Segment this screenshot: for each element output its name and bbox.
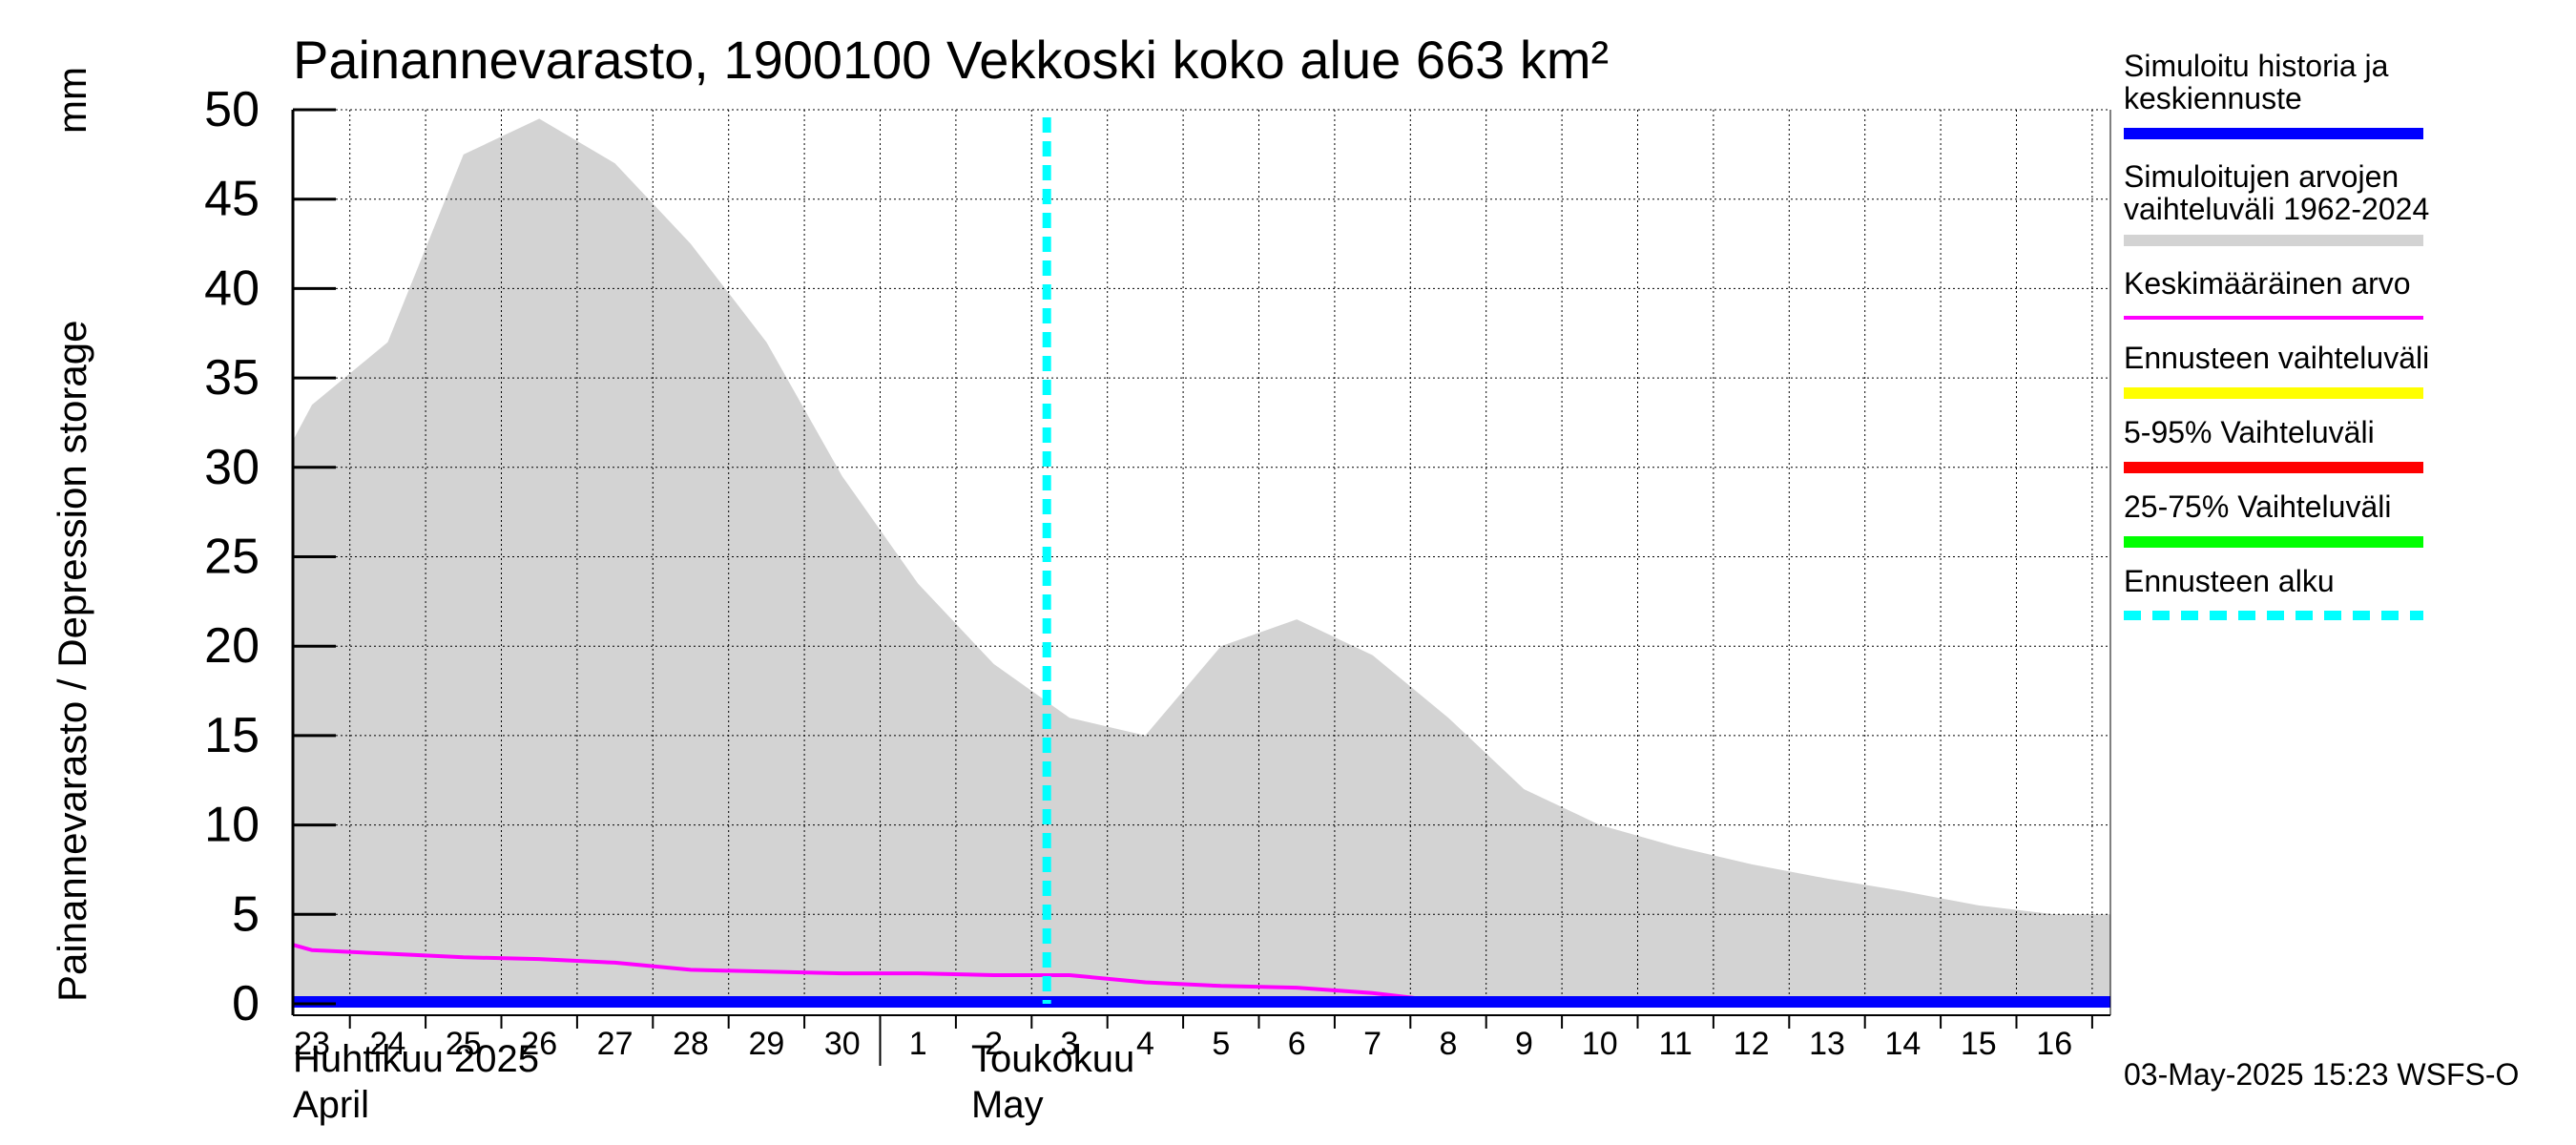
x-tick-label: 13	[1809, 1026, 1845, 1062]
x-tick-label: 1	[909, 1026, 927, 1062]
x-tick-label: 6	[1288, 1026, 1306, 1062]
x-tick-label: 2	[985, 1026, 1003, 1062]
x-tick-label: 29	[748, 1026, 784, 1062]
legend-item-mean: Keskimääräinen arvo	[2124, 266, 2572, 320]
x-tick-label: 27	[597, 1026, 634, 1062]
x-tick-label: 26	[521, 1026, 557, 1062]
legend-label: 5-95% Vaihteluväli	[2124, 415, 2375, 449]
legend-label: 25-75% Vaihteluväli	[2124, 489, 2392, 524]
y-tick-label: 0	[232, 976, 260, 1031]
x-tick-label: 25	[446, 1026, 482, 1062]
y-tick-label: 30	[204, 440, 260, 495]
month-label-may-en: May	[971, 1084, 1044, 1126]
x-tick-label: 8	[1440, 1026, 1458, 1062]
legend-label: Ennusteen vaihteluväli	[2124, 341, 2430, 375]
y-axis-unit: mm	[50, 67, 94, 134]
legend-swatch-green	[2124, 536, 2423, 548]
legend-swatch-magenta	[2124, 316, 2423, 320]
x-tick-label: 7	[1363, 1026, 1381, 1062]
legend-swatch-cyan-dashed	[2124, 611, 2423, 620]
legend-swatch-blue	[2124, 128, 2423, 139]
y-tick-label: 35	[204, 350, 260, 406]
y-axis-label: Painannevarasto / Depression storage	[50, 320, 94, 1002]
y-tick-label: 45	[204, 172, 260, 227]
x-tick-label: 5	[1212, 1026, 1230, 1062]
x-tick-label: 30	[824, 1026, 861, 1062]
legend-item-forecast-range: Ennusteen vaihteluväli	[2124, 341, 2572, 399]
x-tick-label: 28	[673, 1026, 709, 1062]
x-tick-label: 4	[1136, 1026, 1154, 1062]
range-area-1962-2024	[293, 118, 2110, 1004]
y-tick-label: 5	[232, 886, 260, 942]
x-tick-label: 9	[1515, 1026, 1533, 1062]
x-tick-label: 16	[2036, 1026, 2072, 1062]
legend-item-25-75: 25-75% Vaihteluväli	[2124, 489, 2572, 548]
chart-title: Painannevarasto, 1900100 Vekkoski koko a…	[293, 30, 1610, 90]
legend-swatch-yellow	[2124, 387, 2423, 399]
x-tick-label: 24	[369, 1026, 405, 1062]
month-label-april-fi: Huhtikuu 2025	[293, 1038, 539, 1080]
x-tick-label: 15	[1961, 1026, 1997, 1062]
y-tick-label: 20	[204, 618, 260, 674]
legend-swatch-red	[2124, 462, 2423, 473]
y-tick-label: 50	[204, 82, 260, 137]
y-tick-label: 15	[204, 708, 260, 763]
legend-item-simulated-history: Simuloitu historia ja keskiennuste	[2124, 49, 2572, 139]
x-tick-label: 11	[1659, 1026, 1693, 1062]
month-label-april-en: April	[293, 1084, 370, 1126]
y-tick-label: 25	[204, 530, 260, 585]
x-tick-label: 12	[1734, 1026, 1770, 1062]
legend-item-forecast-start: Ennusteen alku	[2124, 564, 2572, 620]
timestamp: 03-May-2025 15:23 WSFS-O	[2124, 1057, 2520, 1092]
legend-swatch-grey	[2124, 235, 2423, 246]
x-tick-label: 23	[294, 1026, 330, 1062]
legend-label: Keskimääräinen arvo	[2124, 266, 2411, 301]
x-tick-label: 10	[1582, 1026, 1618, 1062]
legend-label: Ennusteen alku	[2124, 564, 2335, 598]
legend-label: Simuloitu historia ja keskiennuste	[2124, 49, 2389, 115]
legend-item-5-95: 5-95% Vaihteluväli	[2124, 415, 2572, 473]
month-label-may-fi: Toukokuu	[971, 1038, 1135, 1080]
legend-item-range-1962-2024: Simuloitujen arvojen vaihteluväli 1962-2…	[2124, 159, 2572, 246]
legend-label: Simuloitujen arvojen vaihteluväli 1962-2…	[2124, 159, 2430, 226]
month-label-april: Huhtikuu 2025 April	[293, 1036, 539, 1128]
x-tick-label: 3	[1061, 1026, 1079, 1062]
month-label-may: Toukokuu May	[971, 1036, 1134, 1128]
y-tick-label: 10	[204, 798, 260, 853]
y-tick-label: 40	[204, 260, 260, 316]
x-tick-label: 14	[1884, 1026, 1921, 1062]
